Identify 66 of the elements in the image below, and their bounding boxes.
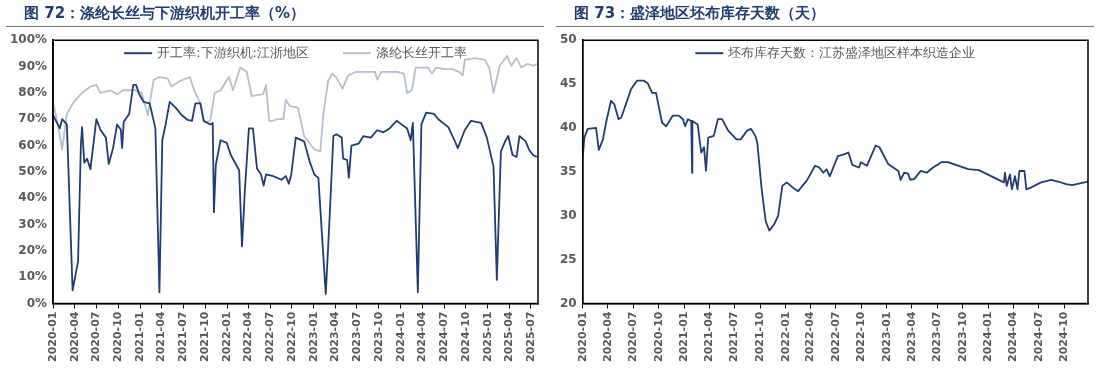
y-tick-label: 45 xyxy=(560,76,577,91)
y-tick-label: 50 xyxy=(560,32,577,47)
x-tick-label: 2020-01 xyxy=(575,311,589,363)
x-tick-label: 2024-04 xyxy=(1006,311,1020,363)
x-tick-label: 2024-01 xyxy=(981,311,995,363)
x-tick-label: 2023-10 xyxy=(371,311,385,363)
x-tick-label: 2024-07 xyxy=(436,311,450,363)
chart-title: 图 72：涤纶长丝与下游织机开工率（%） xyxy=(6,0,544,27)
x-tick-label: 2025-07 xyxy=(523,311,537,363)
x-tick-label: 2023-07 xyxy=(349,311,363,363)
y-tick-label: 30% xyxy=(18,216,48,231)
x-tick-label: 2024-07 xyxy=(1031,311,1045,363)
x-tick-label: 2022-04 xyxy=(241,311,255,363)
y-tick-label: 25 xyxy=(560,251,577,266)
x-tick-label: 2025-01 xyxy=(480,311,494,363)
y-tick-label: 35 xyxy=(560,163,577,178)
x-tick-label: 2023-07 xyxy=(930,311,944,363)
y-tick-label: 0% xyxy=(26,295,48,310)
x-tick-label: 2021-01 xyxy=(677,311,691,363)
x-tick-label: 2020-10 xyxy=(111,311,125,363)
x-tick-label: 2023-04 xyxy=(904,311,918,363)
x-tick-label: 2023-01 xyxy=(879,311,893,363)
y-tick-label: 40% xyxy=(18,190,48,205)
x-tick-label: 2025-04 xyxy=(502,311,516,363)
x-tick-label: 2020-10 xyxy=(651,311,665,363)
y-tick-label: 40 xyxy=(560,120,577,135)
x-tick-label: 2020-07 xyxy=(626,311,640,363)
x-tick-label: 2022-01 xyxy=(219,311,233,363)
legend-label: 开工率:下游织机:江浙地区 xyxy=(157,44,309,60)
x-tick-label: 2022-07 xyxy=(262,311,276,363)
y-tick-label: 80% xyxy=(18,84,48,99)
x-tick-label: 2024-10 xyxy=(458,311,472,363)
y-tick-label: 90% xyxy=(18,58,48,73)
x-tick-label: 2022-10 xyxy=(284,311,298,363)
y-tick-label: 60% xyxy=(18,137,48,152)
x-tick-label: 2020-04 xyxy=(67,311,81,363)
x-tick-label: 2024-04 xyxy=(415,311,429,363)
x-tick-label: 2024-10 xyxy=(1057,311,1071,363)
x-tick-label: 2021-07 xyxy=(727,311,741,363)
x-tick-label: 2020-01 xyxy=(45,311,59,363)
x-tick-label: 2020-04 xyxy=(600,311,614,363)
x-tick-label: 2022-04 xyxy=(803,311,817,363)
legend-label: 坯布库存天数：江苏盛泽地区样本织造企业 xyxy=(727,44,976,60)
y-tick-label: 70% xyxy=(18,111,48,126)
y-tick-label: 100% xyxy=(9,32,48,47)
x-tick-label: 2023-10 xyxy=(955,311,969,363)
x-tick-label: 2021-01 xyxy=(133,311,147,363)
y-tick-label: 20% xyxy=(18,242,48,257)
y-tick-label: 50% xyxy=(18,163,48,178)
x-tick-label: 2021-04 xyxy=(702,311,716,363)
x-tick-label: 2022-07 xyxy=(828,311,842,363)
x-tick-label: 2023-04 xyxy=(328,311,342,363)
x-tick-label: 2021-04 xyxy=(154,311,168,363)
y-tick-label: 10% xyxy=(18,269,48,284)
y-tick-label: 30 xyxy=(560,207,577,222)
legend-label: 涤纶长丝开工率 xyxy=(375,44,467,60)
x-tick-label: 2024-01 xyxy=(393,311,407,363)
y-tick-label: 20 xyxy=(560,295,577,310)
chart-title: 图 73：盛泽地区坯布库存天数（天） xyxy=(556,0,1094,27)
x-tick-label: 2021-10 xyxy=(752,311,766,363)
x-tick-label: 2022-01 xyxy=(778,311,792,363)
x-tick-label: 2023-01 xyxy=(306,311,320,363)
x-tick-label: 2022-10 xyxy=(854,311,868,363)
x-tick-label: 2020-07 xyxy=(89,311,103,363)
x-tick-label: 2021-10 xyxy=(197,311,211,363)
x-tick-label: 2021-07 xyxy=(176,311,190,363)
